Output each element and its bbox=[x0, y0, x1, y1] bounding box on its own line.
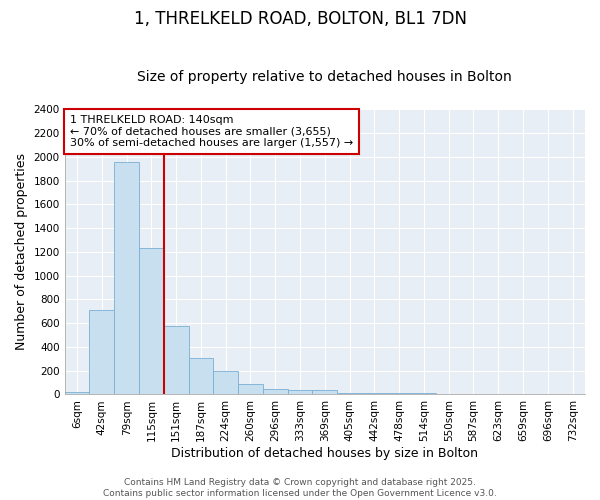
Bar bbox=[139, 248, 164, 394]
X-axis label: Distribution of detached houses by size in Bolton: Distribution of detached houses by size … bbox=[172, 447, 478, 460]
Bar bbox=[188, 358, 214, 395]
Bar bbox=[313, 390, 337, 394]
Bar bbox=[263, 389, 287, 394]
Title: Size of property relative to detached houses in Bolton: Size of property relative to detached ho… bbox=[137, 70, 512, 85]
Y-axis label: Number of detached properties: Number of detached properties bbox=[15, 154, 28, 350]
Bar bbox=[238, 384, 263, 394]
Bar bbox=[214, 370, 238, 394]
Bar bbox=[89, 310, 114, 394]
Text: 1 THRELKELD ROAD: 140sqm
← 70% of detached houses are smaller (3,655)
30% of sem: 1 THRELKELD ROAD: 140sqm ← 70% of detach… bbox=[70, 115, 353, 148]
Bar bbox=[362, 392, 387, 394]
Bar bbox=[65, 392, 89, 394]
Text: 1, THRELKELD ROAD, BOLTON, BL1 7DN: 1, THRELKELD ROAD, BOLTON, BL1 7DN bbox=[133, 10, 467, 28]
Bar bbox=[287, 390, 313, 394]
Bar bbox=[164, 326, 188, 394]
Text: Contains HM Land Registry data © Crown copyright and database right 2025.
Contai: Contains HM Land Registry data © Crown c… bbox=[103, 478, 497, 498]
Bar bbox=[337, 392, 362, 394]
Bar bbox=[114, 162, 139, 394]
